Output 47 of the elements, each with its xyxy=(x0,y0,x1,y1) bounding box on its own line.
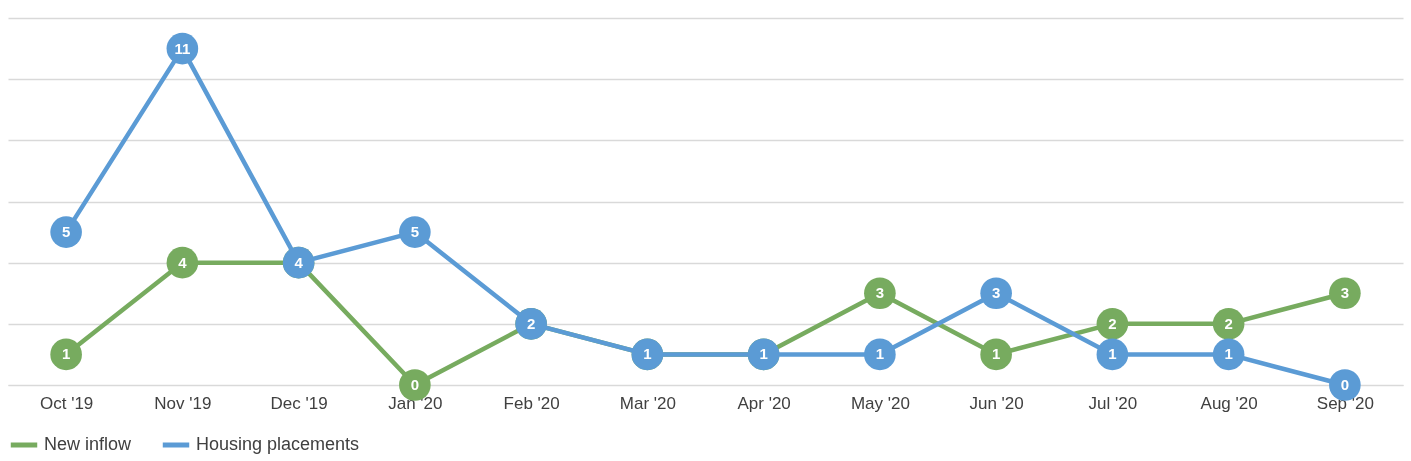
data-label: 11 xyxy=(174,39,191,57)
data-label: 1 xyxy=(643,345,652,363)
point xyxy=(1329,277,1361,310)
data-label: 1 xyxy=(875,345,885,363)
point xyxy=(864,338,896,371)
data-label: 3 xyxy=(991,284,1001,302)
data-label: 1 xyxy=(61,345,71,363)
x-tick-label: Mar '20 xyxy=(619,393,676,413)
point xyxy=(50,338,82,371)
x-tick-label: Jan '20 xyxy=(388,393,443,413)
x-tick-label: Jul '20 xyxy=(1088,393,1138,413)
x-tick-label: Feb '20 xyxy=(503,393,560,413)
data-label: 3 xyxy=(1340,284,1350,302)
data-label: 2 xyxy=(1108,314,1117,332)
data-label: 5 xyxy=(410,223,420,241)
data-label: 1 xyxy=(1108,345,1117,363)
point xyxy=(980,277,1012,310)
x-tick-label: Jun '20 xyxy=(969,393,1024,413)
data-label: 4 xyxy=(178,253,188,271)
point xyxy=(1212,308,1245,340)
data-label: 0 xyxy=(410,376,420,393)
legend-label: New inflow xyxy=(44,434,133,454)
point xyxy=(1212,338,1245,371)
point xyxy=(50,216,82,248)
data-label: 5 xyxy=(61,223,71,241)
point xyxy=(166,246,199,279)
data-label: 3 xyxy=(875,284,885,302)
x-tick-label: Oct '19 xyxy=(39,393,94,413)
x-tick-label: Aug '20 xyxy=(1200,393,1258,413)
data-label: 0 xyxy=(1340,376,1350,393)
point xyxy=(399,216,431,248)
data-label: 4 xyxy=(294,253,304,271)
point xyxy=(1096,308,1129,340)
point xyxy=(864,277,896,310)
point xyxy=(1096,338,1129,371)
data-label: 2 xyxy=(526,314,536,332)
data-label: 2 xyxy=(1224,314,1233,332)
x-tick-label: May '20 xyxy=(850,393,910,413)
point xyxy=(980,338,1012,371)
data-label: 1 xyxy=(759,345,768,363)
data-label: 1 xyxy=(1224,345,1233,363)
x-tick-label: Sep '20 xyxy=(1316,393,1374,413)
x-tick-label: Apr '20 xyxy=(737,393,791,413)
x-tick-label: Dec '19 xyxy=(270,393,328,413)
legend-label: Housing placements xyxy=(196,434,360,454)
data-label: 1 xyxy=(991,345,1001,363)
x-tick-label: Nov '19 xyxy=(154,393,212,413)
